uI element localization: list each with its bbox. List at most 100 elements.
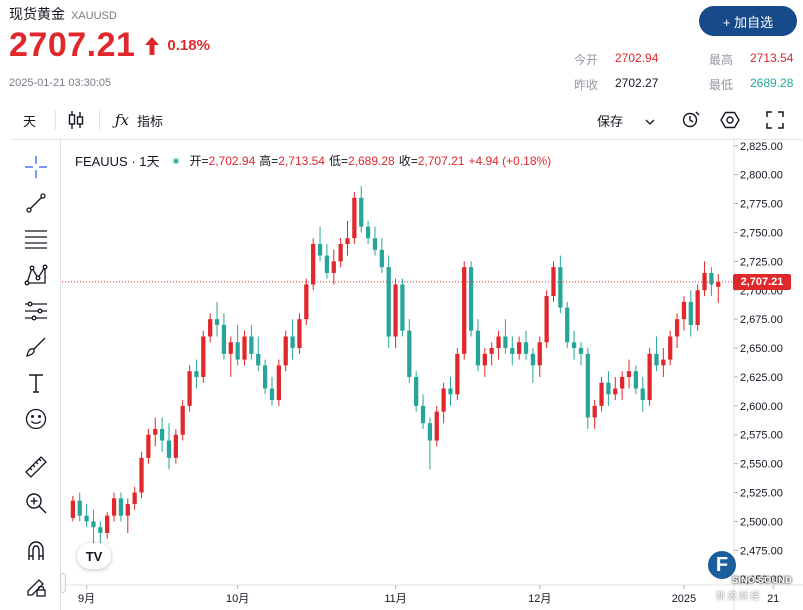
fullscreen-icon[interactable] <box>766 100 784 140</box>
candle-body <box>118 498 124 516</box>
candle-body <box>386 267 391 337</box>
candle-body <box>372 238 378 250</box>
candle-body <box>510 348 515 354</box>
magnet-icon[interactable] <box>23 538 49 564</box>
candle-body <box>468 267 474 331</box>
candle-body <box>523 342 529 354</box>
legend-low-label: 低= <box>328 154 348 168</box>
time-tick-label: 2025 <box>672 593 696 605</box>
quote-header: 现货黄金 XAUUSD 2707.21 0.18% 2025-01-21 03:… <box>0 0 803 100</box>
price-tick-label: 2,500.00 <box>740 516 783 528</box>
candle-body <box>194 371 199 377</box>
candle-body <box>91 521 96 528</box>
interval-button[interactable]: 天 <box>23 113 37 129</box>
candle-body <box>517 342 522 354</box>
lock-pencil-icon[interactable] <box>23 574 49 600</box>
last-price-tag: 2,707.21 <box>733 273 791 290</box>
alert-icon[interactable] <box>681 100 701 140</box>
ruler-icon[interactable] <box>23 454 49 480</box>
save-button[interactable]: 保存 <box>597 100 655 140</box>
candle-body <box>317 244 323 256</box>
pattern-icon[interactable] <box>23 262 49 288</box>
price-tick-label: 2,825.00 <box>740 141 783 153</box>
candle-body <box>105 515 110 533</box>
time-tick-label: 9月 <box>78 593 95 605</box>
candle-body <box>530 353 536 366</box>
prev-close-value: 2702.27 <box>615 76 659 90</box>
watermark-subtext: 新 浪 财 经 <box>716 591 760 601</box>
emoji-icon[interactable] <box>23 406 49 432</box>
tradingview-logo[interactable]: TV <box>77 543 111 569</box>
high-label: 最高 <box>709 53 734 67</box>
candle-body <box>585 353 590 418</box>
text-icon[interactable] <box>23 370 49 396</box>
fib-lines-icon[interactable] <box>23 226 49 252</box>
indicators-button[interactable]: ƒx 指标 <box>115 100 163 140</box>
candle-body <box>475 330 481 366</box>
candle-body <box>153 428 158 435</box>
toolbar-divider <box>99 110 100 130</box>
change-percent: 0.18% <box>167 37 210 54</box>
candle-body <box>674 319 680 337</box>
candle-body <box>400 284 405 331</box>
candle-body <box>132 492 137 505</box>
candle-body <box>256 353 261 366</box>
candle-body <box>668 336 673 360</box>
legend-change: +4.94 (+0.18%) <box>468 153 552 168</box>
candle-body <box>173 434 178 458</box>
candle-body <box>84 515 89 522</box>
candle-body <box>311 244 316 285</box>
zoom-in-icon[interactable] <box>23 490 49 516</box>
candle-body <box>640 388 645 401</box>
trend-line-icon[interactable] <box>23 190 49 216</box>
candle-body <box>221 324 227 354</box>
candle-body <box>681 301 687 320</box>
watermark: F SINO SOUND 新 浪 财 经 <box>704 549 800 607</box>
function-icon: ƒx <box>115 111 130 129</box>
candle-body <box>544 296 549 343</box>
low-label: 最低 <box>709 78 734 92</box>
low-value: 2689.28 <box>750 76 794 90</box>
candle-body <box>324 255 330 273</box>
settings-hex-icon[interactable] <box>720 100 740 140</box>
measure-lines-icon[interactable] <box>23 298 49 324</box>
candlestick-chart[interactable]: 2,825.00 2,800.00 2,775.00 2,750.00 2,725.00… <box>62 140 803 610</box>
candle-body <box>565 307 570 343</box>
drawing-toolbar <box>11 140 61 610</box>
candles-icon[interactable] <box>67 100 85 140</box>
brush-icon[interactable] <box>23 334 49 360</box>
market-status-icon <box>171 156 180 165</box>
candle-body <box>503 336 508 349</box>
candle-body <box>571 342 577 349</box>
candle-body <box>159 428 165 441</box>
candle-body <box>379 249 384 268</box>
legend-high: 2,713.54 <box>278 153 325 168</box>
candle-body <box>496 336 501 349</box>
legend-open: 2,702.94 <box>208 153 256 168</box>
candle-body <box>558 267 563 308</box>
crosshair-icon[interactable] <box>23 154 49 180</box>
instrument-symbol: XAUUSD <box>71 10 117 22</box>
add-watchlist-button[interactable]: + 加自选 <box>699 6 797 36</box>
chart-toolbar: 天 ƒx 指标 保存 <box>11 100 802 140</box>
candle-body <box>290 336 295 349</box>
price-tick-label: 2,625.00 <box>740 372 783 384</box>
candle-body <box>633 371 639 389</box>
price-tick-label: 2,775.00 <box>740 199 783 211</box>
time-tick-label: 21 <box>767 593 779 605</box>
time-tick-label: 11月 <box>384 593 406 605</box>
candle-body <box>448 388 453 395</box>
time-tick-label: 12月 <box>528 593 551 605</box>
candle-body <box>620 376 625 389</box>
candle-body <box>146 434 151 458</box>
candle-body <box>111 498 117 516</box>
candle-body <box>338 244 343 262</box>
candle-body <box>359 197 364 227</box>
candle-body <box>613 388 618 395</box>
scroll-handle[interactable] <box>60 573 66 593</box>
open-value: 2702.94 <box>615 51 659 65</box>
candle-body <box>139 457 144 493</box>
candle-body <box>420 405 426 424</box>
candle-body <box>269 388 275 401</box>
watermark-text: SINO SOUND <box>732 575 793 585</box>
